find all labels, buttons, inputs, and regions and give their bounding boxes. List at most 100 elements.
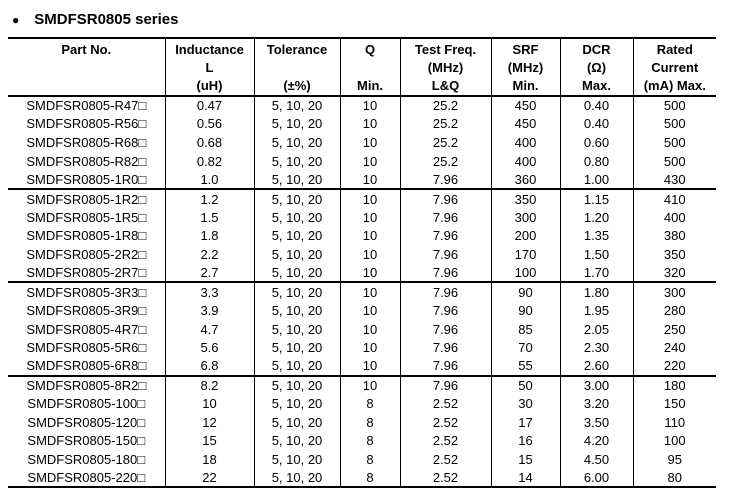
header-label: Q	[364, 42, 376, 57]
header-label: (Ω)	[586, 60, 607, 75]
header-cell-dcr: DCR (Ω) Max.	[559, 38, 633, 97]
cell-q: 8	[339, 431, 400, 451]
cell-dcr: 4.20	[559, 431, 633, 451]
cell-test-freq: 7.96	[399, 301, 491, 320]
table-row: SMDFSR0805-R56□ 0.56 5, 10, 20 10 25.2 450 0.4…	[8, 114, 716, 134]
cell-tolerance: 5, 10, 20	[253, 281, 340, 302]
cell-tolerance: 5, 10, 20	[253, 338, 340, 357]
cell-inductance: 0.47	[164, 96, 254, 115]
cell-rated-current: 280	[632, 301, 716, 320]
cell-rated-current: 250	[632, 319, 716, 339]
cell-inductance: 12	[164, 412, 254, 432]
cell-q: 10	[339, 170, 400, 190]
cell-tolerance: 5, 10, 20	[253, 450, 340, 469]
table-row: SMDFSR0805-1R0□ 1.0 5, 10, 20 10 7.96 360 1.00…	[8, 170, 716, 190]
table-row: SMDFSR0805-2R2□ 2.2 5, 10, 20 10 7.96 170 1.50…	[8, 245, 716, 264]
cell-part-no: SMDFSR0805-R56□	[26, 116, 147, 132]
header-label: Part No.	[61, 42, 112, 57]
cell-test-freq: 25.2	[399, 151, 491, 171]
cell-dcr: 1.00	[559, 170, 633, 190]
cell-q: 10	[339, 226, 400, 246]
header-cell-tolerance: Tolerance (±%)	[253, 38, 340, 97]
cell-tolerance: 5, 10, 20	[253, 431, 340, 451]
cell-part-no: SMDFSR0805-1R8□	[26, 228, 147, 244]
cell-srf: 360	[490, 170, 560, 190]
cell-part-no: SMDFSR0805-180□	[27, 451, 146, 467]
cell-srf: 16	[490, 431, 560, 451]
header-label: Current	[651, 60, 699, 75]
cell-test-freq: 25.2	[399, 114, 491, 134]
cell-test-freq: 2.52	[399, 468, 491, 488]
page-title: SMDFSR0805 series	[34, 11, 179, 28]
cell-rated-current: 380	[632, 226, 716, 246]
cell-rated-current: 80	[632, 468, 716, 488]
header-cell-part-no: Part No.	[8, 38, 165, 97]
cell-q: 8	[339, 468, 400, 488]
cell-test-freq: 2.52	[399, 431, 491, 451]
cell-inductance: 3.9	[164, 301, 254, 320]
header-label	[255, 59, 340, 77]
series-spec-table: Part No. Inductance L (uH) Tolerance (±%…	[8, 37, 716, 489]
cell-q: 8	[339, 394, 400, 413]
cell-dcr: 3.20	[559, 394, 633, 413]
cell-srf: 400	[490, 133, 560, 152]
table-row: SMDFSR0805-3R9□ 3.9 5, 10, 20 10 7.96 90 1.95 2…	[8, 301, 716, 320]
cell-srf: 200	[490, 226, 560, 246]
table-row: SMDFSR0805-R82□ 0.82 5, 10, 20 10 25.2 400 0.8…	[8, 151, 716, 171]
cell-q: 10	[339, 281, 400, 302]
cell-test-freq: 2.52	[399, 412, 491, 432]
cell-test-freq: 7.96	[399, 207, 491, 227]
header-label: Test Freq.	[414, 42, 477, 57]
cell-inductance: 2.7	[164, 263, 254, 283]
header-cell-srf: SRF (MHz) Min.	[490, 38, 560, 97]
cell-rated-current: 220	[632, 356, 716, 376]
cell-dcr: 6.00	[559, 468, 633, 488]
cell-part-no: SMDFSR0805-150□	[27, 433, 146, 449]
cell-inductance: 0.82	[164, 151, 254, 171]
cell-srf: 15	[490, 450, 560, 469]
cell-srf: 90	[490, 301, 560, 320]
cell-part-no: SMDFSR0805-1R0□	[26, 171, 147, 187]
cell-tolerance: 5, 10, 20	[253, 374, 340, 395]
table-row: SMDFSR0805-220□ 22 5, 10, 20 8 2.52 14 6.00 80	[8, 468, 716, 488]
cell-inductance: 4.7	[164, 319, 254, 339]
cell-test-freq: 25.2	[399, 96, 491, 115]
header-cell-q: Q Min.	[339, 38, 400, 97]
cell-srf: 70	[490, 338, 560, 357]
cell-inductance: 22	[164, 468, 254, 488]
cell-rated-current: 240	[632, 338, 716, 357]
cell-test-freq: 7.96	[399, 356, 491, 376]
cell-tolerance: 5, 10, 20	[253, 263, 340, 283]
cell-rated-current: 320	[632, 263, 716, 283]
cell-rated-current: 410	[632, 188, 716, 208]
header-label: (mA) Max.	[643, 78, 706, 93]
cell-srf: 350	[490, 188, 560, 208]
cell-part-no: SMDFSR0805-4R7□	[26, 321, 147, 337]
cell-tolerance: 5, 10, 20	[253, 151, 340, 171]
cell-srf: 300	[490, 207, 560, 227]
cell-srf: 30	[490, 394, 560, 413]
cell-inductance: 18	[164, 450, 254, 469]
header-label: L&Q	[431, 78, 460, 93]
header-label: Tolerance	[266, 42, 328, 57]
cell-rated-current: 300	[632, 281, 716, 302]
cell-tolerance: 5, 10, 20	[253, 356, 340, 376]
cell-q: 10	[339, 301, 400, 320]
cell-tolerance: 5, 10, 20	[253, 226, 340, 246]
cell-tolerance: 5, 10, 20	[253, 114, 340, 134]
cell-part-no: SMDFSR0805-R47□	[26, 98, 147, 114]
cell-inductance: 5.6	[164, 338, 254, 357]
cell-inductance: 6.8	[164, 356, 254, 376]
header-label: (±%)	[283, 78, 311, 93]
cell-part-no: SMDFSR0805-100□	[27, 396, 146, 412]
cell-dcr: 1.15	[559, 188, 633, 208]
cell-dcr: 1.50	[559, 245, 633, 264]
cell-test-freq: 25.2	[399, 133, 491, 152]
table-row: SMDFSR0805-6R8□ 6.8 5, 10, 20 10 7.96 55 2.60 2…	[8, 356, 716, 376]
cell-dcr: 2.60	[559, 356, 633, 376]
header-row: Part No. Inductance L (uH) Tolerance (±%…	[8, 38, 716, 97]
cell-inductance: 8.2	[164, 374, 254, 395]
cell-rated-current: 500	[632, 114, 716, 134]
cell-srf: 17	[490, 412, 560, 432]
cell-test-freq: 7.96	[399, 188, 491, 208]
